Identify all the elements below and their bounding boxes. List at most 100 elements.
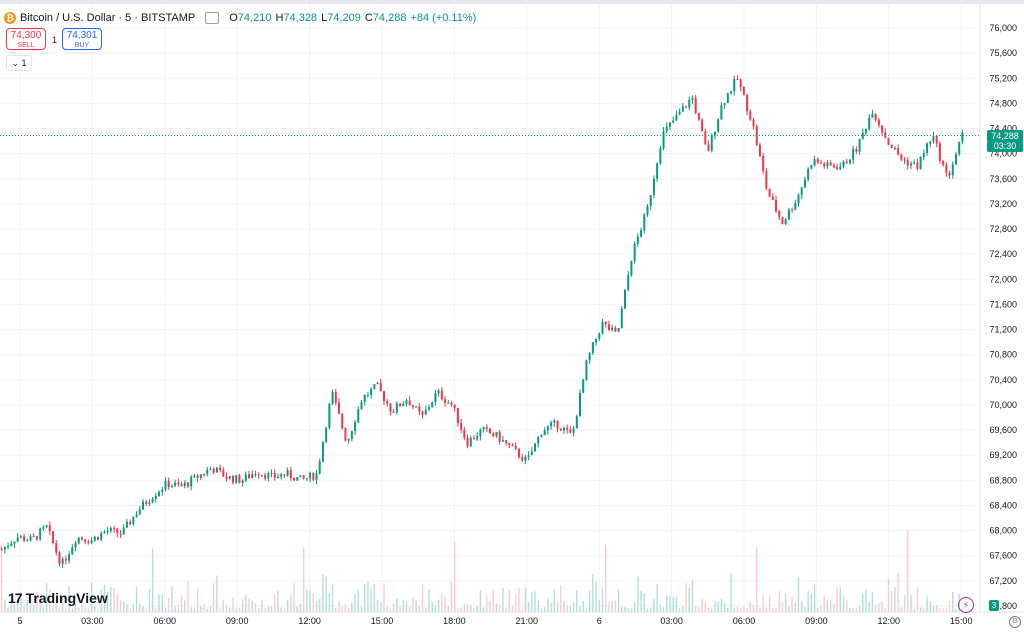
volume-bar [145, 608, 147, 612]
volume-bar [505, 607, 507, 612]
candle-body [932, 135, 935, 142]
volume-bar [106, 591, 109, 612]
candle-body [935, 135, 938, 144]
x-tick-label: 09:00 [226, 616, 249, 626]
volume-bar [193, 608, 196, 612]
candle-body [697, 113, 700, 120]
volume-bar [110, 586, 112, 612]
volume-bar [328, 593, 331, 612]
x-tick-label: 18:00 [443, 616, 466, 626]
volume-bar [746, 608, 748, 612]
volume-bar [200, 605, 202, 612]
volume-bar [23, 604, 25, 612]
candle-body [607, 324, 610, 331]
gear-icon[interactable]: ⚙ [1009, 616, 1021, 628]
y-tick-label: 73,200 [989, 199, 1017, 209]
candle-body [10, 543, 13, 546]
candle-body [864, 129, 867, 133]
candle-body [276, 476, 279, 478]
candle-body [916, 162, 919, 169]
y-tick-label: 68,000 [989, 526, 1017, 536]
candle-body [595, 338, 598, 343]
volume-bar [322, 573, 324, 612]
volume-bar [171, 586, 173, 612]
volume-bar [341, 606, 343, 612]
candle-body [614, 327, 617, 332]
candle-body [659, 148, 662, 164]
candle-body [765, 170, 768, 189]
volume-bar [383, 583, 385, 612]
volume-bar [723, 602, 726, 612]
volume-bar [633, 601, 636, 612]
volume-bar [39, 600, 41, 612]
volume-bar [923, 608, 925, 612]
volume-bar [560, 585, 562, 612]
candle-body [800, 187, 803, 195]
candle-body [299, 475, 302, 478]
candle-body [97, 536, 100, 540]
volume-bar [605, 544, 607, 612]
candle-body [257, 474, 260, 476]
candle-body [791, 209, 794, 211]
candle-body [318, 461, 321, 474]
grid [0, 4, 1024, 613]
candle-body [575, 416, 578, 429]
buy-button[interactable]: 74,301 BUY [62, 28, 102, 50]
candle-body [193, 475, 196, 477]
close-value: 74,288 [372, 12, 407, 24]
candle-body [440, 390, 443, 400]
volume-bar [466, 603, 469, 612]
volume-bar [685, 583, 687, 612]
price-axis[interactable]: 76,000 75,600 75,200 74,800 74,400 74,000 73,6… [989, 23, 1017, 611]
sell-button[interactable]: 74,300 SELL [6, 28, 46, 50]
indicators-toggle[interactable]: ⌄ 1 [6, 55, 32, 71]
tradingview-logo-text: TradingView [25, 590, 108, 606]
y-tick-label: 69,600 [989, 425, 1017, 435]
candle-body [392, 411, 395, 413]
volume-bar [518, 587, 520, 612]
volume-bar [935, 605, 938, 612]
volume-bar [187, 581, 189, 612]
candle-body [267, 473, 270, 479]
volume-bar [100, 589, 102, 612]
candle-body [312, 472, 315, 480]
candle-body [55, 542, 58, 553]
volume-bar [694, 605, 697, 612]
volume-bar [94, 606, 96, 612]
candle-body [344, 428, 347, 441]
volume-bar [788, 606, 790, 612]
volume-bar [212, 583, 215, 612]
volume-bar [460, 607, 462, 612]
y-tick-label: 68,800 [989, 475, 1017, 485]
candle-body [492, 433, 495, 437]
lightning-icon[interactable]: ⚡ [958, 597, 974, 613]
candle-body [582, 379, 585, 393]
volume-bar [556, 601, 559, 612]
tradingview-logo[interactable]: 17 TradingView [8, 590, 108, 606]
volume-bar [932, 605, 935, 612]
eye-icon[interactable] [205, 12, 220, 24]
volume-bar [701, 598, 703, 612]
candle-body [810, 165, 813, 169]
volume-bar [778, 591, 780, 612]
x-tick-label: 6 [597, 616, 602, 626]
volume-bar [203, 604, 205, 612]
candle-body [170, 485, 173, 488]
volume-bar [277, 590, 279, 612]
volume-bar [515, 594, 517, 612]
time-axis[interactable]: 5 03:00 06:00 09:00 12:00 15:00 18:00 21:00 6 03:… [17, 616, 972, 626]
volume-bar [158, 594, 160, 612]
volume-bar [232, 597, 234, 612]
volume-bar [139, 603, 141, 612]
candle-body [566, 427, 569, 430]
volume-bar [216, 575, 218, 612]
volume-bar [373, 584, 376, 612]
candle-body [797, 194, 800, 204]
buy-price: 74,301 [66, 30, 98, 41]
candle-body [100, 533, 103, 540]
symbol-title[interactable]: Bitcoin / U.S. Dollar · 5 · BITSTAMP [20, 12, 196, 24]
volume-bar [418, 606, 421, 612]
candle-body [848, 159, 851, 164]
